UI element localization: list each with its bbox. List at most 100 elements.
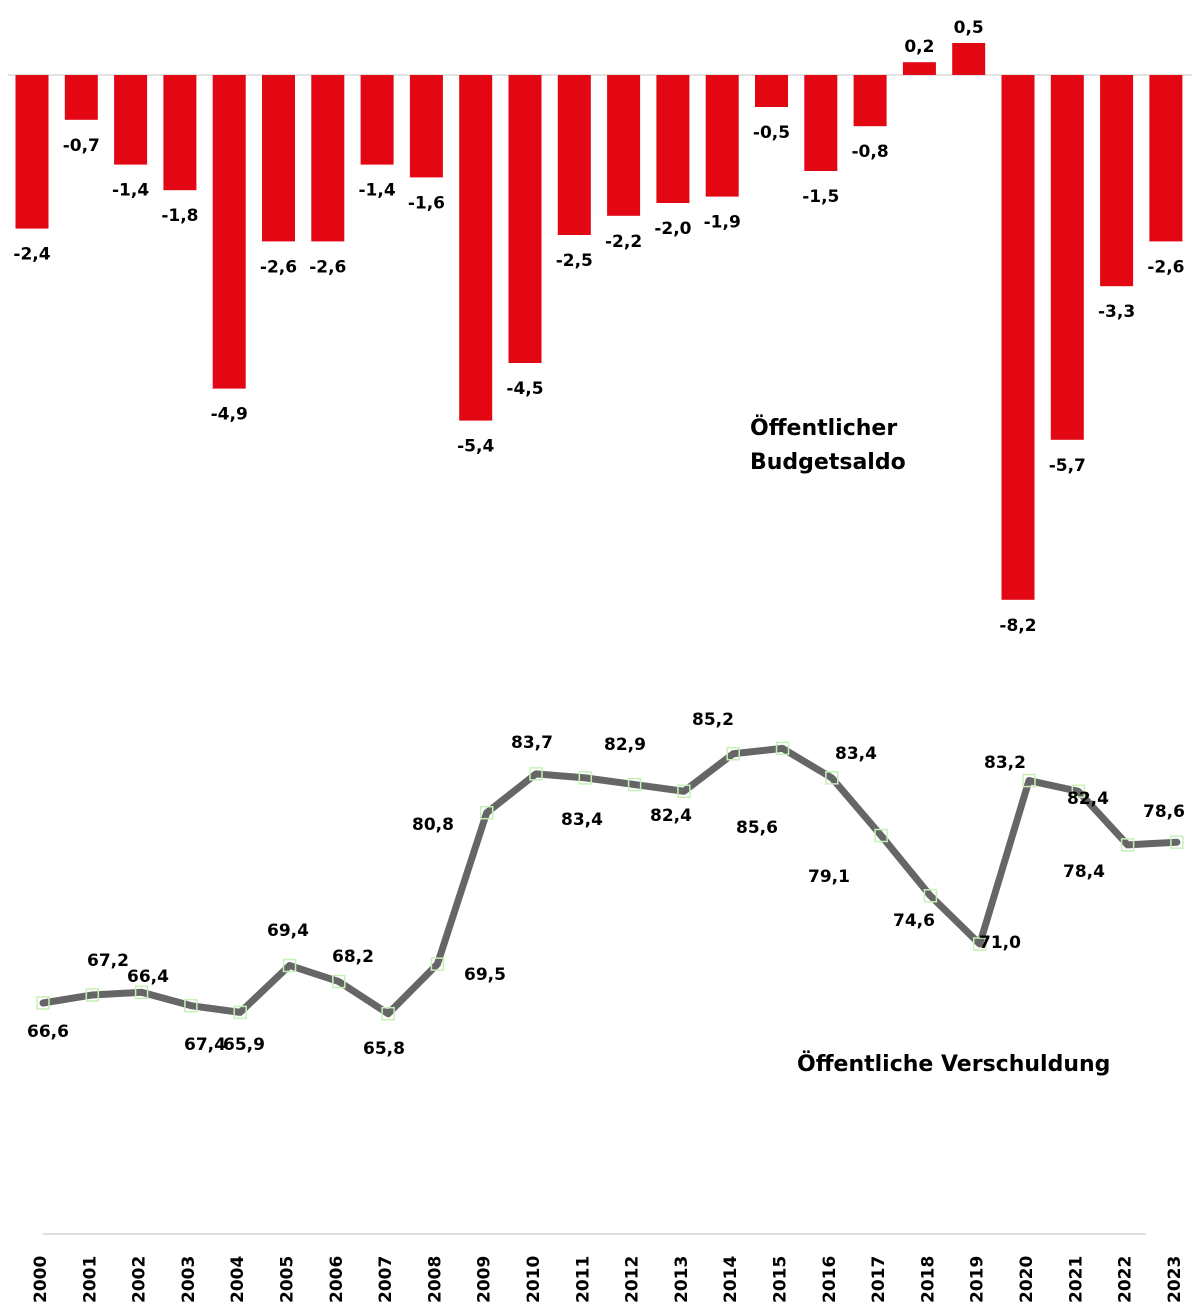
debt-label-2018: 74,6 xyxy=(893,911,935,931)
debt-marker-2004 xyxy=(233,1005,247,1020)
x-tick-2002: 2002 xyxy=(130,1256,150,1303)
debt-marker-2010 xyxy=(529,767,543,781)
debt-marker-2020 xyxy=(1022,773,1036,788)
debt-marker-2001 xyxy=(85,988,100,1002)
x-tick-2009: 2009 xyxy=(475,1256,495,1303)
bar-2019 xyxy=(952,43,986,75)
bar-label-2017: -0,8 xyxy=(852,142,889,162)
bar-label-2009: -5,4 xyxy=(457,437,494,457)
x-tick-2001: 2001 xyxy=(80,1256,100,1303)
bar-label-2021: -5,7 xyxy=(1049,456,1086,476)
bar-2001 xyxy=(64,75,98,120)
x-tick-2003: 2003 xyxy=(179,1256,199,1303)
bar-2012 xyxy=(607,75,641,216)
x-tick-2019: 2019 xyxy=(968,1256,988,1303)
debt-marker-2019 xyxy=(972,937,987,951)
debt-label-2017: 79,1 xyxy=(808,867,850,887)
debt-label-2016: 83,4 xyxy=(835,744,877,764)
x-tick-2022: 2022 xyxy=(1116,1256,1136,1303)
debt-label-2013: 82,4 xyxy=(650,806,692,826)
x-tick-2011: 2011 xyxy=(573,1256,593,1303)
x-tick-2018: 2018 xyxy=(918,1256,938,1303)
debt-marker-2012 xyxy=(627,777,642,792)
bar-label-2006: -2,6 xyxy=(309,257,346,277)
bar-label-2004: -4,9 xyxy=(211,405,248,425)
bar-label-2020: -8,2 xyxy=(999,616,1036,636)
debt-marker-2022 xyxy=(1120,838,1135,852)
debt-line xyxy=(39,744,1181,1018)
debt-label-2011: 83,4 xyxy=(561,810,603,830)
bar-label-2014: -1,9 xyxy=(704,213,741,233)
x-tick-2000: 2000 xyxy=(31,1256,51,1303)
bar-2000 xyxy=(15,75,49,229)
debt-label-2020: 83,2 xyxy=(984,753,1026,773)
debt-label-2004: 65,9 xyxy=(223,1035,265,1055)
x-tick-2016: 2016 xyxy=(820,1256,840,1303)
bar-2022 xyxy=(1100,75,1134,287)
bar-2014 xyxy=(705,75,739,197)
debt-label-2007: 65,8 xyxy=(363,1039,405,1059)
bar-label-2010: -4,5 xyxy=(506,379,543,399)
line-chart-title: Öffentliche Verschuldung xyxy=(797,1051,1110,1077)
x-tick-2006: 2006 xyxy=(327,1256,347,1303)
bar-2013 xyxy=(656,75,690,203)
debt-label-2000: 66,6 xyxy=(27,1022,69,1042)
debt-marker-2011 xyxy=(578,771,593,785)
debt-marker-2002 xyxy=(134,985,149,1000)
bar-2010 xyxy=(508,75,542,363)
x-tick-2021: 2021 xyxy=(1066,1256,1086,1303)
bar-series: -2,4 -0,7 -1,4 -1,8 -4,9 -2,6 -2,6 -1,4 -1,6 -5,4… xyxy=(8,18,1192,636)
debt-label-2023: 78,6 xyxy=(1143,802,1185,822)
debt-marker-2014 xyxy=(726,747,740,761)
debt-marker-2006 xyxy=(332,974,346,989)
x-tick-2020: 2020 xyxy=(1017,1256,1037,1303)
bar-2009 xyxy=(459,75,493,421)
debt-label-2015: 85,6 xyxy=(736,818,778,838)
x-tick-2017: 2017 xyxy=(869,1256,889,1303)
bar-chart-title-line-2: Budgetsaldo xyxy=(750,450,906,475)
debt-marker-2009 xyxy=(479,805,494,820)
bar-label-2022: -3,3 xyxy=(1098,302,1135,322)
x-tick-2007: 2007 xyxy=(376,1256,396,1303)
debt-label-2009: 69,5 xyxy=(464,965,506,985)
bar-chart-title-line-1: Öffentlicher xyxy=(750,415,897,441)
debt-marker-2005 xyxy=(282,958,297,973)
bar-2015 xyxy=(755,75,788,107)
bar-label-2012: -2,2 xyxy=(605,232,642,252)
x-tick-2015: 2015 xyxy=(771,1256,791,1303)
bar-2008 xyxy=(409,75,443,178)
bar-2006 xyxy=(311,75,345,242)
bar-2007 xyxy=(360,75,394,165)
bar-label-2001: -0,7 xyxy=(63,136,100,156)
line-series: 66,6 67,266,4 67,465,9 69,4 68,2 65,8 80,8 69,5… xyxy=(27,710,1185,1059)
bar-2018 xyxy=(902,62,936,75)
debt-label-2008: 80,8 xyxy=(412,815,454,835)
debt-marker-2021 xyxy=(1071,784,1086,799)
bar-2021 xyxy=(1050,75,1084,440)
bar-label-2008: -1,6 xyxy=(408,193,445,213)
bar-2002 xyxy=(114,75,148,165)
debt-marker-2000 xyxy=(36,996,50,1010)
debt-label-2006: 68,2 xyxy=(332,947,374,967)
bar-label-2018: 0,2 xyxy=(904,37,934,57)
bar-2011 xyxy=(557,75,591,235)
bar-2016 xyxy=(804,75,838,171)
debt-marker-2013 xyxy=(677,784,691,799)
debt-label-2005: 69,4 xyxy=(267,921,309,941)
debt-label-2014: 85,2 xyxy=(692,710,734,730)
x-tick-2004: 2004 xyxy=(228,1256,248,1303)
debt-label-2003: 67,4 xyxy=(184,1035,226,1055)
debt-marker-2018 xyxy=(923,889,938,903)
x-tick-2010: 2010 xyxy=(524,1256,544,1303)
bar-label-2023: -2,6 xyxy=(1147,257,1184,277)
debt-label-2022: 78,4 xyxy=(1063,862,1105,882)
bar-2003 xyxy=(163,75,197,191)
debt-label-2019: 71,0 xyxy=(979,933,1021,953)
debt-marker-2003 xyxy=(184,998,198,1013)
x-axis: 2000 2001 2002 2003 2004 2005 2006 2007 2008 2009… xyxy=(31,1233,1185,1303)
bar-label-2000: -2,4 xyxy=(13,245,50,265)
bar-label-2007: -1,4 xyxy=(359,181,396,201)
bar-label-2019: 0,5 xyxy=(954,18,984,38)
